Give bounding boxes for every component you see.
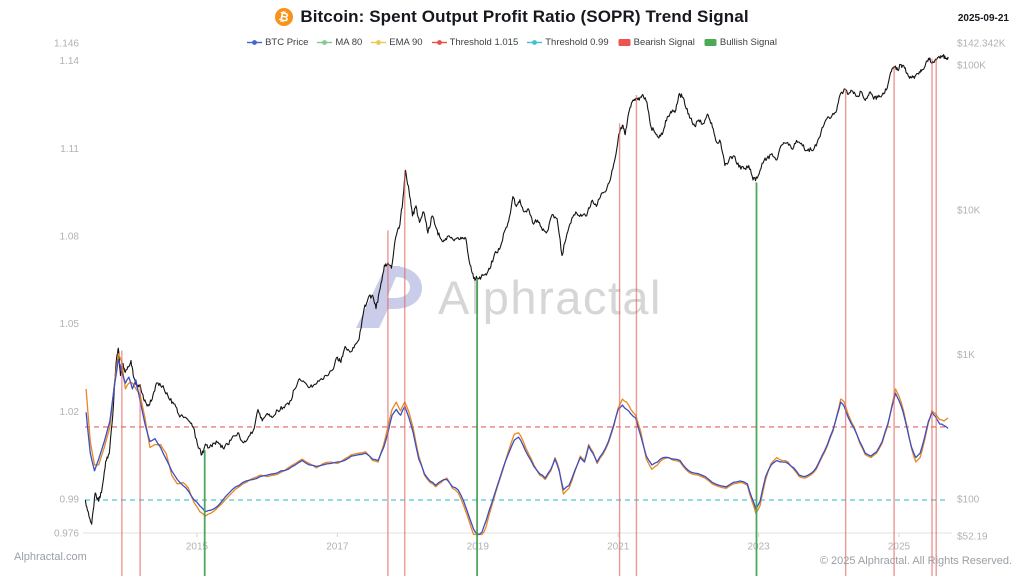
y-left-tick-label: 1.08 [60,232,80,243]
chart-legend: BTC Price MA 80 EMA 90 Threshold 1.015 Thres… [0,37,1024,48]
bullish-signal-lines [203,182,758,576]
legend-item-bearish-signal[interactable]: Bearish Signal [618,37,695,48]
y-left-tick-label: 0.976 [54,529,79,540]
x-axis-tick-label: 2021 [607,542,630,553]
y-right-tick-label: $10K [957,205,981,216]
legend-label: Bearish Signal [633,37,695,48]
legend-item-bullish-signal[interactable]: Bullish Signal [704,37,777,48]
y-right-tick-label: $52.19 [957,532,988,543]
y-left-tick-label: 0.99 [60,495,80,506]
y-left-tick-label: 1.05 [60,319,80,330]
x-axis-tick-label: 2015 [186,542,209,553]
x-axis-tick-label: 2025 [888,542,911,553]
x-axis: 2015 2017 2019 2021 2023 2025 [83,532,952,553]
chart-header: ₿ Bitcoin: Spent Output Profit Ratio (SO… [0,7,1024,27]
ma80-line [85,359,949,536]
bitcoin-icon: ₿ [275,8,294,26]
legend-item-btc-price[interactable]: BTC Price [247,37,308,48]
y-right-tick-label: $100 [957,495,980,506]
site-credit: Alphractal.com [14,551,87,563]
ma80-series [85,359,949,536]
y-left-tick-label: 1.11 [60,144,79,155]
legend-label: Threshold 0.99 [545,37,609,48]
legend-line-marker [431,40,447,45]
legend-box-marker [704,39,717,46]
legend-line-marker [371,40,387,45]
legend-item-ema-90[interactable]: EMA 90 [371,37,423,48]
y-right-tick-label: $142.342K [957,38,1006,49]
price-series [84,54,949,525]
y-right-tick-label: $1K [957,350,975,361]
page-title: Bitcoin: Spent Output Profit Ratio (SOPR… [300,7,749,26]
y-left-tick-label: 1.146 [54,39,79,50]
legend-label: BTC Price [265,37,309,48]
y-axis-right: $142.342K $100K $10K $1K $100 $52.19 [957,38,1006,542]
legend-label: Threshold 1.015 [449,37,519,48]
bearish-signal-lines [121,58,937,576]
y-axis-left: 1.146 1.14 1.11 1.08 1.05 1.02 0.99 0.976 [54,39,79,540]
legend-item-threshold-0-99[interactable]: Threshold 0.99 [527,37,609,48]
x-axis-tick-label: 2019 [467,542,490,553]
legend-line-marker [247,40,263,45]
legend-line-marker [317,40,333,45]
y-right-tick-label: $100K [957,61,986,72]
copyright-text: © 2025 Alphractal. All Rights Reserved. [819,555,1012,567]
legend-label: MA 80 [335,37,363,48]
date-label: 2025-09-21 [957,13,1009,24]
legend-label: EMA 90 [389,37,423,48]
legend-label: Bullish Signal [719,37,777,48]
x-axis-tick-label: 2017 [326,542,349,553]
btc-price-line [84,54,949,525]
y-left-tick-label: 1.02 [60,407,80,418]
x-axis-tick-label: 2023 [747,542,770,553]
legend-box-marker [618,39,631,46]
legend-line-marker [527,40,543,45]
legend-item-ma-80[interactable]: MA 80 [317,37,362,48]
legend-item-threshold-1-015[interactable]: Threshold 1.015 [431,37,519,48]
y-left-tick-label: 1.14 [60,56,80,67]
